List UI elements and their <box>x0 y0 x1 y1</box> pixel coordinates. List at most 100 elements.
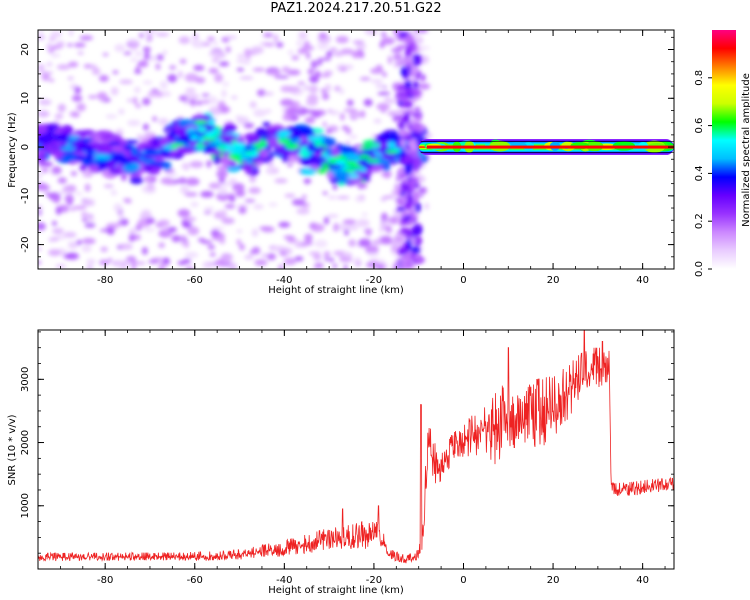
spectral-blob <box>285 107 298 116</box>
spectral-blob <box>263 42 276 47</box>
spectral-blob <box>396 85 407 90</box>
spectral-blob <box>127 119 141 127</box>
spectral-blob <box>216 170 228 178</box>
spectral-blob <box>208 50 222 57</box>
spectral-blob <box>268 202 278 207</box>
spectral-blob <box>333 147 340 158</box>
spectral-blob <box>316 42 329 51</box>
spectral-blob <box>181 162 190 171</box>
spectral-blob <box>120 173 127 182</box>
spectral-blob <box>287 163 293 168</box>
spectral-blob <box>300 126 315 137</box>
spectral-blob <box>238 206 247 215</box>
spectral-blob <box>157 117 169 126</box>
spectral-blob <box>327 214 339 218</box>
spectral-blob <box>84 183 91 192</box>
spectral-blob <box>73 205 87 210</box>
spectral-blob <box>216 165 230 171</box>
spectral-blob <box>332 263 338 269</box>
spectral-blob <box>87 95 98 99</box>
spectral-blob <box>329 258 335 262</box>
spectral-blob <box>376 103 390 111</box>
spectral-blob <box>65 252 79 260</box>
spectral-blob <box>362 182 368 189</box>
spectral-blob <box>410 119 415 125</box>
spectral-blob <box>404 87 414 97</box>
spectral-blob <box>207 36 215 42</box>
spectral-blob <box>317 57 323 66</box>
snr-ytick-label: 2000 <box>20 430 31 455</box>
spectral-blob <box>192 33 199 41</box>
spectral-blob <box>253 204 264 210</box>
snr-x-axis-label: Height of straight line (km) <box>268 585 404 596</box>
spectral-blob <box>229 195 236 202</box>
spectral-blob <box>129 234 137 242</box>
spectral-blob <box>64 194 74 204</box>
spectral-blob <box>393 240 406 249</box>
spectral-blob <box>383 195 395 199</box>
spectral-blob <box>232 182 245 192</box>
spectral-blob <box>56 43 64 49</box>
spectral-blob <box>259 148 269 159</box>
spectral-blob <box>163 168 175 173</box>
spectral-blob <box>274 178 288 184</box>
spectral-blob <box>135 234 141 241</box>
snr-xtick-label: 40 <box>636 575 649 586</box>
spectral-blob <box>228 178 237 186</box>
spectral-blob <box>72 111 80 118</box>
spectral-blob <box>57 190 69 195</box>
spectral-blob <box>132 96 138 105</box>
spectral-blob <box>371 133 377 140</box>
spectral-blob <box>183 216 197 222</box>
spectral-blob <box>206 160 212 168</box>
spectral-blob <box>50 237 60 242</box>
spectral-blob <box>143 51 151 61</box>
spectral-blob <box>385 172 390 179</box>
spectral-blob <box>344 168 355 172</box>
spectral-blob <box>343 108 357 113</box>
spectral-blob <box>141 246 149 255</box>
spectral-blob <box>127 40 140 44</box>
spectral-blob <box>48 78 55 83</box>
spectral-blob <box>160 177 174 185</box>
spectral-blob <box>95 145 113 155</box>
spectral-blob <box>86 258 96 265</box>
spectral-blob <box>343 264 348 269</box>
spectral-blob <box>322 191 327 195</box>
spectral-blob <box>98 74 109 82</box>
spectrogram-xtick-label: -60 <box>187 275 203 286</box>
spectral-blob <box>182 221 192 229</box>
spectral-blob <box>410 266 416 269</box>
spectral-blob <box>185 177 200 186</box>
spectral-blob <box>184 251 199 259</box>
spectrogram-frame <box>37 29 675 270</box>
spectral-blob <box>389 99 395 104</box>
spectral-blob <box>102 52 109 57</box>
spectral-blob <box>239 76 254 80</box>
spectral-blob <box>415 202 421 213</box>
snr-frame <box>37 329 675 570</box>
spectral-blob <box>159 137 169 147</box>
spectral-blob <box>245 159 254 164</box>
spectral-blob <box>113 153 126 163</box>
spectral-blob <box>403 101 413 108</box>
spectral-blob <box>325 129 333 134</box>
spectral-blob <box>81 168 92 178</box>
spectral-blob <box>404 154 412 165</box>
spectral-blob <box>294 256 304 262</box>
spectral-blob <box>308 85 319 94</box>
spectral-blob <box>406 193 413 203</box>
snr-panel: -80 -60 -40 -20 0 20 40 1000 2000 3000 Height of … <box>7 329 675 596</box>
spectral-blob <box>106 226 115 236</box>
spectral-blob <box>377 91 391 96</box>
spectral-blob <box>342 219 357 225</box>
spectral-blob <box>352 258 362 264</box>
spectral-blob <box>156 91 164 98</box>
spectral-blob <box>300 146 308 152</box>
spectral-blob <box>339 112 345 121</box>
spectral-blob <box>232 142 240 147</box>
spectral-blob <box>62 185 77 193</box>
spectral-blob <box>167 74 178 83</box>
spectral-blob <box>137 60 149 68</box>
spectral-blob <box>191 39 204 46</box>
